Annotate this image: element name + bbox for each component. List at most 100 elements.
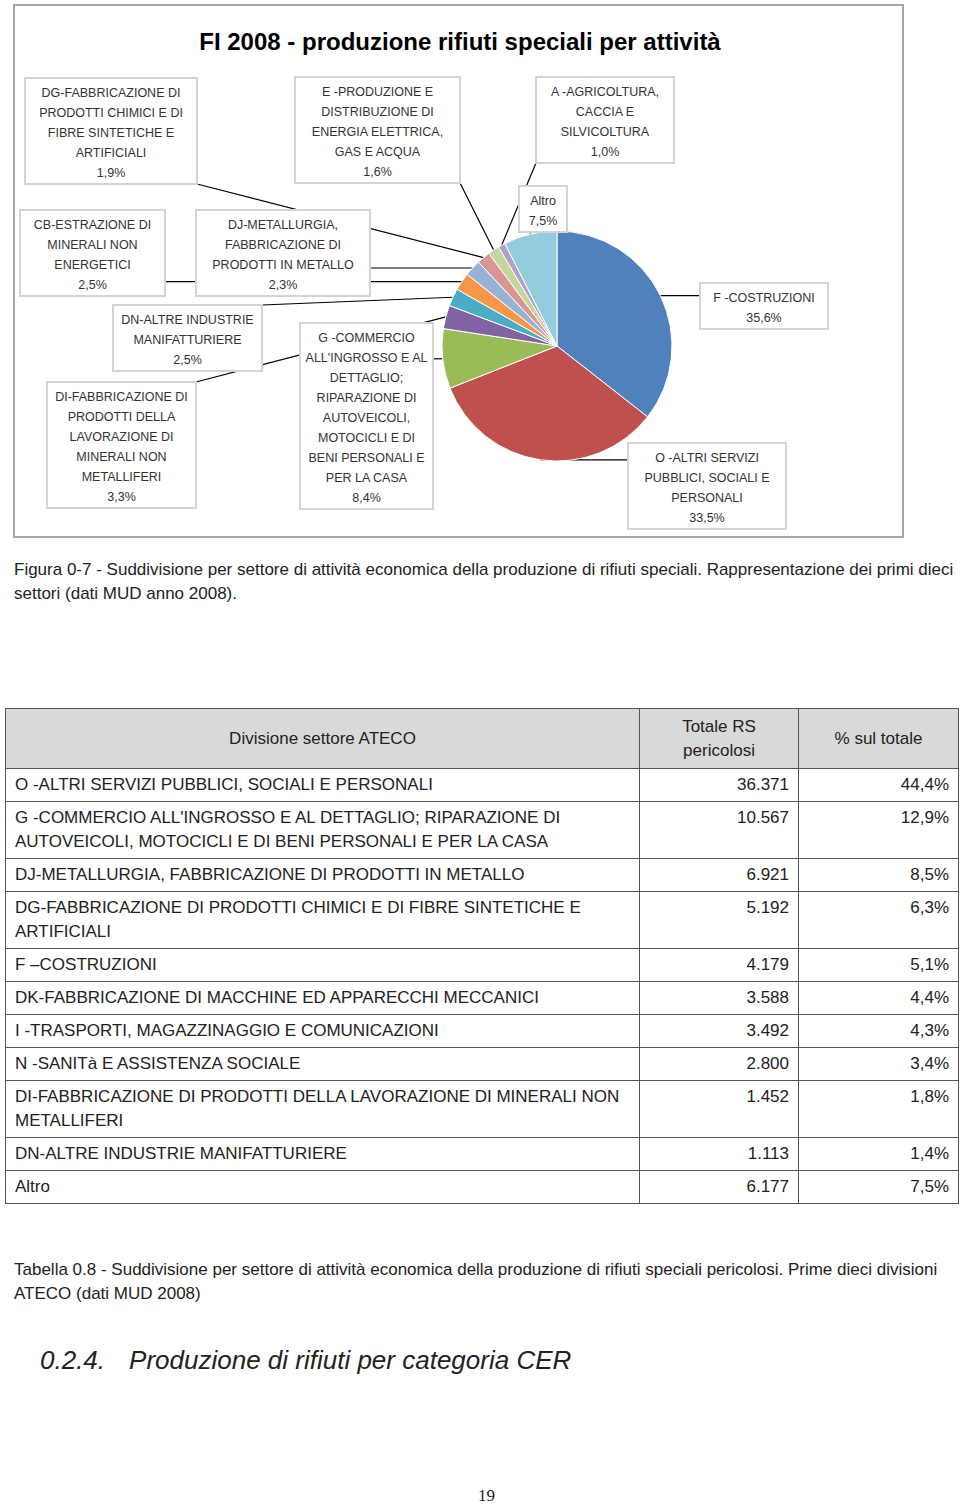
- table-caption: Tabella 0.8 - Suddivisione per settore d…: [14, 1258, 959, 1306]
- label-box: E -PRODUZIONE EDISTRIBUZIONE DIENERGIA E…: [295, 77, 460, 183]
- label-frame: [300, 323, 433, 509]
- pie: [442, 231, 672, 461]
- category-label: DJ-METALLURGIA,FABBRICAZIONE DIPRODOTTI …: [212, 218, 354, 272]
- category-label: CB-ESTRAZIONE DIMINERALI NONENERGETICI: [34, 218, 151, 272]
- table-cell: 7,5%: [799, 1171, 959, 1204]
- table-cell: DG-FABBRICAZIONE DI PRODOTTI CHIMICI E D…: [6, 892, 640, 949]
- table-cell: DJ-METALLURGIA, FABBRICAZIONE DI PRODOTT…: [6, 859, 640, 892]
- label-box: G -COMMERCIOALL'INGROSSO E ALDETTAGLIO;R…: [300, 323, 433, 509]
- label-box: CB-ESTRAZIONE DIMINERALI NONENERGETICI 2,…: [20, 210, 165, 296]
- category-label: DG-FABBRICAZIONE DIPRODOTTI CHIMICI E DI…: [39, 86, 183, 160]
- table-cell: 6.921: [640, 859, 799, 892]
- table-cell: DI-FABBRICAZIONE DI PRODOTTI DELLA LAVOR…: [6, 1081, 640, 1138]
- table-cell: 1.452: [640, 1081, 799, 1138]
- leader-line: [660, 295, 700, 296]
- value-label: 1,9%: [97, 166, 126, 180]
- table-cell: 4,3%: [799, 1015, 959, 1048]
- table-row: Altro6.1777,5%: [6, 1171, 959, 1204]
- table-row: F –COSTRUZIONI4.1795,1%: [6, 949, 959, 982]
- label-frame: [20, 210, 165, 296]
- table-cell: 5,1%: [799, 949, 959, 982]
- value-label: 1,6%: [363, 165, 392, 179]
- label-frame: [519, 186, 567, 232]
- table-cell: 12,9%: [799, 802, 959, 859]
- label-box: O -ALTRI SERVIZIPUBBLICI, SOCIALI EPERSO…: [628, 443, 786, 529]
- table-row: G -COMMERCIO ALL'INGROSSO E AL DETTAGLIO…: [6, 802, 959, 859]
- category-label: DN-ALTRE INDUSTRIEMANIFATTURIERE: [121, 313, 253, 347]
- label-box: DN-ALTRE INDUSTRIEMANIFATTURIERE 2,5%: [113, 305, 262, 371]
- label-box: DG-FABBRICAZIONE DIPRODOTTI CHIMICI E DI…: [25, 78, 197, 184]
- table-cell: 3.492: [640, 1015, 799, 1048]
- category-label: E -PRODUZIONE EDISTRIBUZIONE DIENERGIA E…: [312, 85, 443, 159]
- table-cell: 3,4%: [799, 1048, 959, 1081]
- label-frame: [628, 443, 786, 529]
- value-label: 35,6%: [746, 311, 781, 325]
- table-row: DJ-METALLURGIA, FABBRICAZIONE DI PRODOTT…: [6, 859, 959, 892]
- value-label: 8,4%: [352, 491, 381, 505]
- table-cell: 4.179: [640, 949, 799, 982]
- value-label: 2,5%: [173, 353, 202, 367]
- table-cell: 1,4%: [799, 1138, 959, 1171]
- value-label: 33,5%: [689, 511, 724, 525]
- category-label: F -COSTRUZIONI: [713, 291, 814, 305]
- value-label: 2,5%: [78, 278, 107, 292]
- heading-text: Produzione di rifiuti per categoria CER: [129, 1345, 571, 1375]
- pie-slice: [505, 231, 557, 346]
- data-labels: F -COSTRUZIONI 35,6% O -ALTRI SERVIZIPUBBL…: [20, 77, 828, 529]
- table-row: O -ALTRI SERVIZI PUBBLICI, SOCIALI E PER…: [6, 769, 959, 802]
- data-table: Divisione settore ATECOTotale RS pericol…: [5, 708, 959, 1204]
- chart: FI 2008 - produzione rifiuti speciali pe…: [0, 0, 960, 545]
- table-cell: 1.113: [640, 1138, 799, 1171]
- table-cell: O -ALTRI SERVIZI PUBBLICI, SOCIALI E PER…: [6, 769, 640, 802]
- label-frame: [196, 210, 370, 296]
- table-cell: 4,4%: [799, 982, 959, 1015]
- label-frame: [536, 77, 674, 163]
- table-cell: 6,3%: [799, 892, 959, 949]
- table-cell: 8,5%: [799, 859, 959, 892]
- table-cell: 5.192: [640, 892, 799, 949]
- page: {"chart_data": {"type": "pie", "title": …: [0, 0, 960, 1507]
- table-cell: DK-FABBRICAZIONE DI MACCHINE ED APPARECC…: [6, 982, 640, 1015]
- label-frame: [700, 283, 828, 329]
- chart-frame: [14, 5, 903, 537]
- table-row: DN-ALTRE INDUSTRIE MANIFATTURIERE1.1131,…: [6, 1138, 959, 1171]
- category-label: O -ALTRI SERVIZIPUBBLICI, SOCIALI EPERSO…: [644, 451, 769, 505]
- table-cell: 3.588: [640, 982, 799, 1015]
- table-cell: DN-ALTRE INDUSTRIE MANIFATTURIERE: [6, 1138, 640, 1171]
- table-cell: 2.800: [640, 1048, 799, 1081]
- category-label: DI-FABBRICAZIONE DIPRODOTTI DELLALAVORAZ…: [55, 390, 188, 484]
- value-label: 3,3%: [107, 490, 136, 504]
- label-box: DI-FABBRICAZIONE DIPRODOTTI DELLALAVORAZ…: [47, 382, 196, 508]
- label-box: F -COSTRUZIONI 35,6%: [700, 283, 828, 329]
- leader-line: [460, 183, 494, 250]
- table-cell: 44,4%: [799, 769, 959, 802]
- table-cell: I -TRASPORTI, MAGAZZINAGGIO E COMUNICAZI…: [6, 1015, 640, 1048]
- table-cell: 1,8%: [799, 1081, 959, 1138]
- label-box: Altro7,5%: [519, 186, 567, 232]
- table-row: DG-FABBRICAZIONE DI PRODOTTI CHIMICI E D…: [6, 892, 959, 949]
- table-cell: Altro: [6, 1171, 640, 1204]
- label-frame: [113, 305, 262, 371]
- table-cell: 6.177: [640, 1171, 799, 1204]
- table-cell: G -COMMERCIO ALL'INGROSSO E AL DETTAGLIO…: [6, 802, 640, 859]
- table-row: DK-FABBRICAZIONE DI MACCHINE ED APPARECC…: [6, 982, 959, 1015]
- header-cell: % sul totale: [799, 709, 959, 769]
- label-box: A -AGRICOLTURA,CACCIA ESILVICOLTURA1,0%: [536, 77, 674, 163]
- leader-line: [370, 267, 472, 268]
- table-row: DI-FABBRICAZIONE DI PRODOTTI DELLA LAVOR…: [6, 1081, 959, 1138]
- leader-line: [262, 297, 453, 305]
- table-cell: F –COSTRUZIONI: [6, 949, 640, 982]
- table-cell: N -SANITà E ASSISTENZA SOCIALE: [6, 1048, 640, 1081]
- table-row: I -TRASPORTI, MAGAZZINAGGIO E COMUNICAZI…: [6, 1015, 959, 1048]
- section-heading: 0.2.4.Produzione di rifiuti per categori…: [40, 1345, 571, 1376]
- label-frame: [295, 77, 460, 183]
- table-header: Divisione settore ATECOTotale RS pericol…: [6, 709, 959, 769]
- header-cell: Divisione settore ATECO: [6, 709, 640, 769]
- label-frame: [25, 78, 197, 184]
- leader-line: [433, 358, 443, 359]
- table-cell: 36.371: [640, 769, 799, 802]
- value-label: 2,3%: [269, 278, 298, 292]
- header-cell: Totale RS pericolosi: [640, 709, 799, 769]
- label-frame: [47, 382, 196, 508]
- label-box: DJ-METALLURGIA,FABBRICAZIONE DIPRODOTTI …: [196, 210, 370, 296]
